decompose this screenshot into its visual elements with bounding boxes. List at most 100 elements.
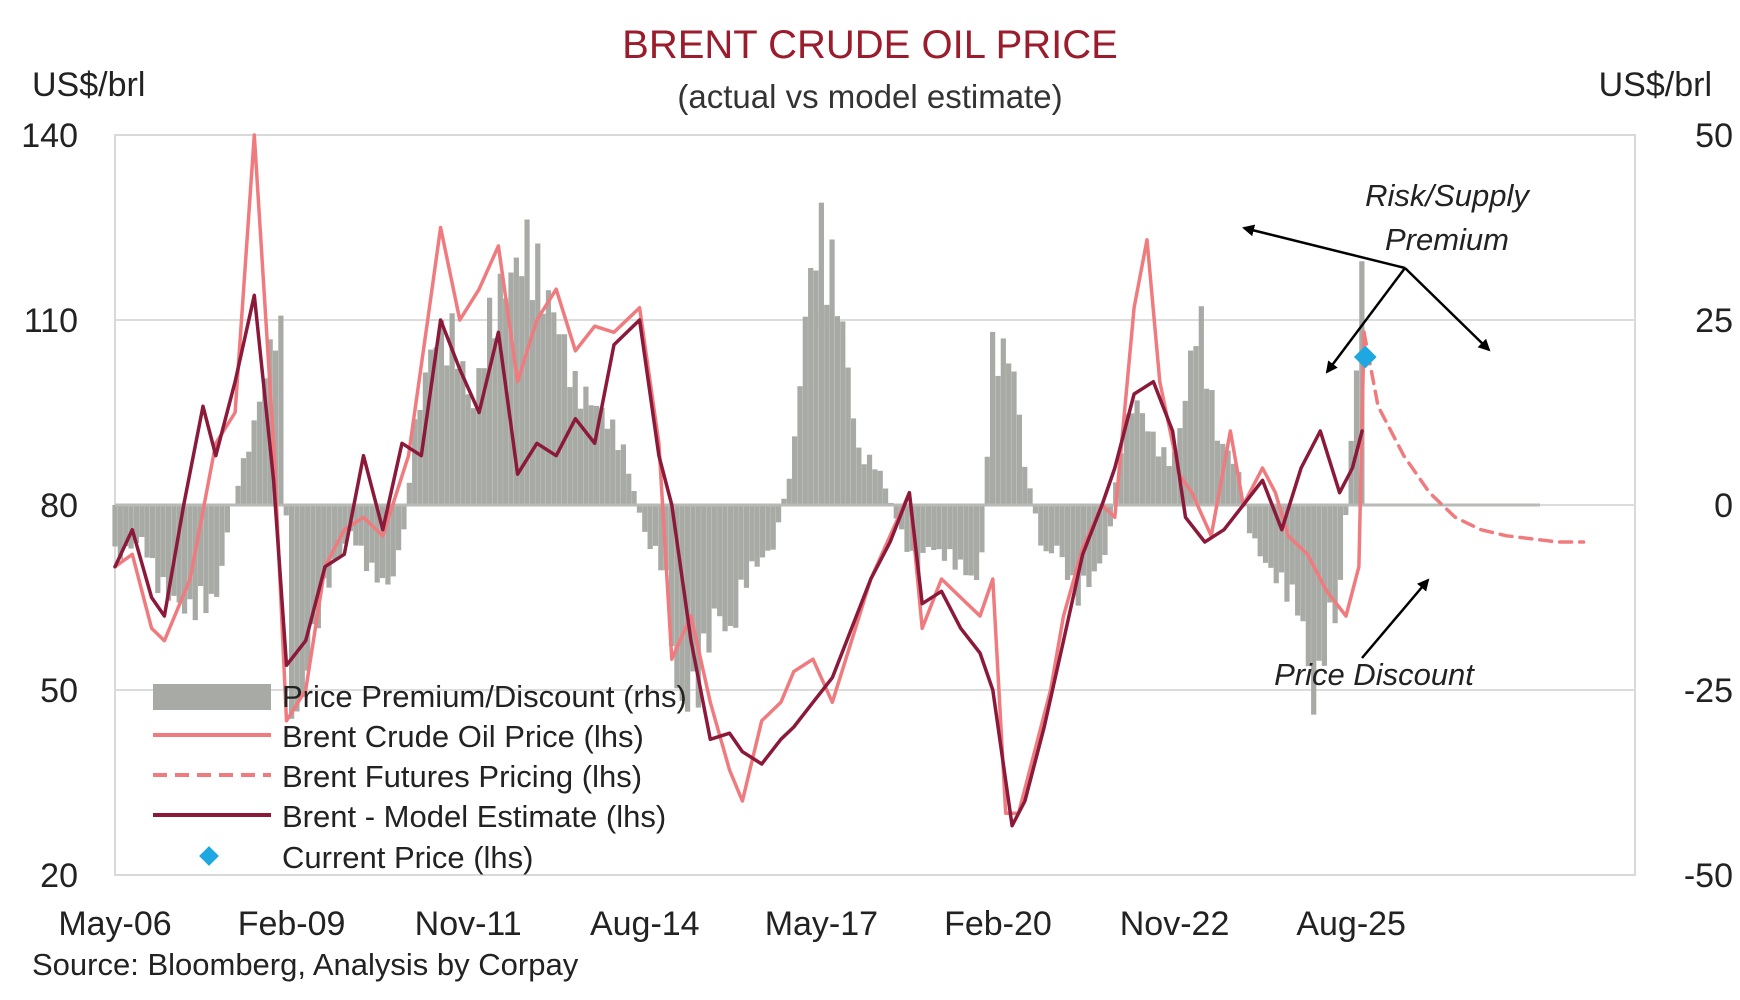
premium-bar [1086,505,1092,588]
premium-bar [754,505,760,567]
premium-bar [588,405,594,505]
premium-bar [818,202,824,506]
chart-title: BRENT CRUDE OIL PRICE [622,23,1118,67]
premium-bar [861,464,867,505]
premium-bar [1054,505,1060,546]
premium-bar [112,505,118,547]
premium-bar [610,419,616,505]
premium-bar [187,505,193,600]
right-tick-label: 0 [1714,487,1733,525]
premium-bar [1300,505,1306,622]
premium-bar [363,505,370,572]
premium-bar [577,408,584,505]
premium-bar [390,505,396,577]
premium-bar [968,505,974,576]
premium-bar [1139,413,1146,505]
legend-swatch-current-price [199,846,219,866]
premium-bar [882,488,889,505]
premium-bar [840,321,846,505]
premium-bar [850,418,857,505]
premium-bar [765,505,771,551]
premium-bar [519,276,525,505]
premium-bar [920,505,926,553]
premium-bar [133,505,140,544]
premium-bar [379,505,386,579]
price-lines [113,133,1586,828]
premium-bar [1006,363,1012,505]
premium-bar [155,505,161,594]
premium-bar [1332,505,1338,624]
premium-bar [508,272,514,505]
premium-bar [1193,346,1199,505]
annotations: Risk/Supply Premium Price Discount [1242,178,1531,692]
premium-bar [337,505,343,558]
x-tick-label: May-06 [58,905,171,943]
legend-label: Price Premium/Discount (rhs) [282,679,687,714]
premium-bar [535,243,541,506]
premium-bar [299,505,305,697]
premium-bar [1252,505,1258,539]
premium-bar [315,505,321,629]
premium-bar [1327,505,1333,603]
annotation-arrow [1325,267,1406,374]
premium-bar [1150,431,1156,505]
premium-bar [952,505,958,570]
premium-bar [342,505,348,544]
premium-bar [454,368,461,505]
premium-bar [893,505,899,519]
premium-bar [1102,505,1108,555]
premium-bar [278,315,284,505]
premium-bar [267,339,273,505]
premium-bar [117,505,123,560]
legend-label: Brent Futures Pricing (lhs) [282,759,642,794]
current-price-marker [1353,345,1377,369]
premium-bar [572,370,578,505]
premium-bar [272,350,279,505]
annotation-arrow [1242,224,1406,270]
annotation-arrow [1361,578,1430,659]
legend-label: Brent Crude Oil Price (lhs) [282,719,644,754]
x-tick-label: Feb-20 [944,905,1052,943]
premium-bar [1038,505,1044,546]
premium-bar [203,505,209,614]
premium-bar [872,469,878,505]
premium-bar [1171,451,1178,505]
premium-bar [181,505,188,614]
premium-bar [497,273,503,505]
premium-bar [470,408,477,505]
premium-bar [374,505,380,583]
premium-bar [866,454,873,505]
premium-bar [915,505,921,574]
premium-bar [636,505,643,513]
premium-bar [1289,505,1295,585]
premium-bar [551,312,557,505]
premium-bar [722,505,728,632]
premium-bar [208,505,214,594]
premium-bar [973,505,980,580]
premium-bar [775,505,782,523]
premium-bar [701,505,707,634]
premium-bar [979,505,985,553]
premium-bar [240,458,247,505]
premium-bar [829,239,835,506]
premium-bar [1268,505,1274,568]
premium-bar [1123,414,1130,505]
premium-bar [417,409,423,505]
premium-bar [620,444,626,505]
premium-bar [877,470,883,505]
premium-bar [123,505,129,547]
legend: Price Premium/Discount (rhs) Brent Crude… [153,679,687,875]
premium-bar [1257,505,1263,557]
premium-bar [1091,505,1097,572]
premium-bar [396,505,402,551]
premium-bar [1246,505,1253,534]
premium-bar [305,505,311,671]
premium-bar [449,313,455,505]
premium-bar [904,505,910,552]
premium-bar [1305,505,1311,667]
premium-bar [733,505,739,628]
premium-bar [310,505,316,625]
premium-bar [556,334,562,505]
premium-bar [1048,505,1055,554]
